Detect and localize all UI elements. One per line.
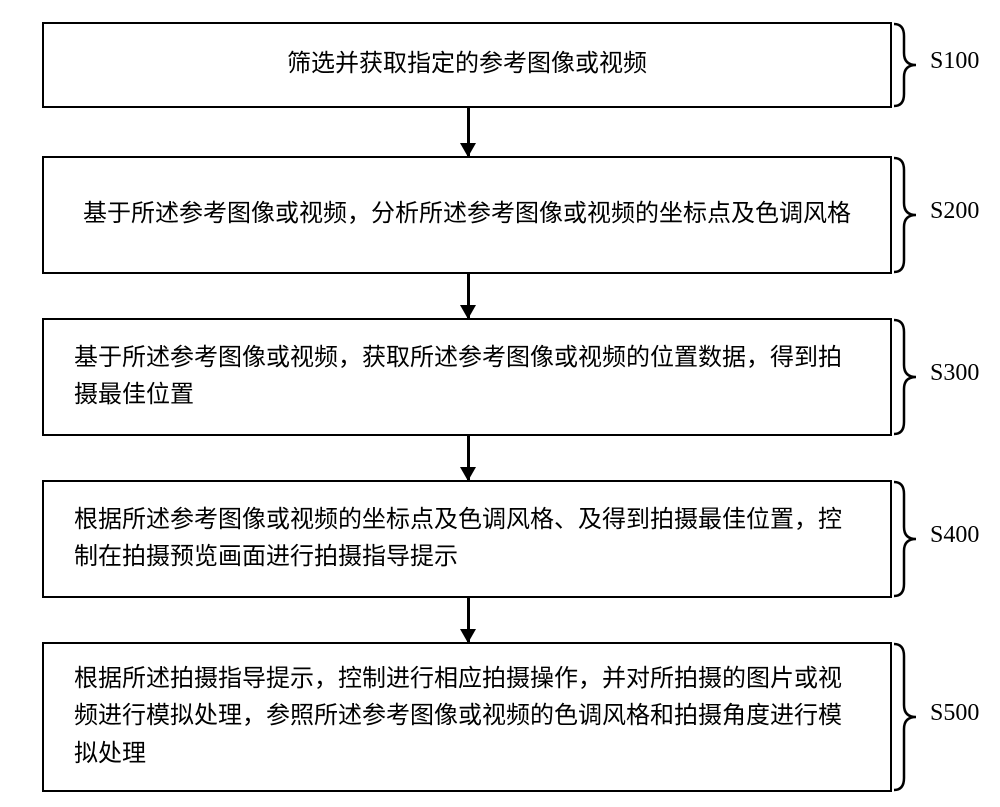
step-box-s400: 根据所述参考图像或视频的坐标点及色调风格、及得到拍摄最佳位置，控制在拍摄预览画面… [42,480,892,598]
flowchart-canvas: 筛选并获取指定的参考图像或视频 S100 基于所述参考图像或视频，分析所述参考图像… [0,0,1000,807]
bracket-s200 [892,156,920,279]
step-box-s100: 筛选并获取指定的参考图像或视频 [42,22,892,108]
step-text: 基于所述参考图像或视频，分析所述参考图像或视频的坐标点及色调风格 [83,196,851,233]
step-box-s200: 基于所述参考图像或视频，分析所述参考图像或视频的坐标点及色调风格 [42,156,892,274]
bracket-s300 [892,318,920,441]
step-label-s500: S500 [930,700,979,727]
step-box-s300: 基于所述参考图像或视频，获取所述参考图像或视频的位置数据，得到拍摄最佳位置 [42,318,892,436]
step-text: 基于所述参考图像或视频，获取所述参考图像或视频的位置数据，得到拍摄最佳位置 [74,340,860,414]
arrow-s300 [467,436,470,480]
arrow-s200 [467,274,470,318]
bracket-s100 [892,22,920,113]
bracket-s500 [892,642,920,797]
bracket-s400 [892,480,920,603]
arrow-s400 [467,598,470,642]
arrow-s100 [467,108,470,156]
step-text: 筛选并获取指定的参考图像或视频 [287,46,647,83]
step-label-s400: S400 [930,522,979,549]
step-box-s500: 根据所述拍摄指导提示，控制进行相应拍摄操作，并对所拍摄的图片或视频进行模拟处理，… [42,642,892,792]
step-text: 根据所述参考图像或视频的坐标点及色调风格、及得到拍摄最佳位置，控制在拍摄预览画面… [74,502,860,576]
step-label-s200: S200 [930,198,979,225]
step-label-s300: S300 [930,360,979,387]
step-text: 根据所述拍摄指导提示，控制进行相应拍摄操作，并对所拍摄的图片或视频进行模拟处理，… [74,661,860,773]
step-label-s100: S100 [930,48,979,75]
